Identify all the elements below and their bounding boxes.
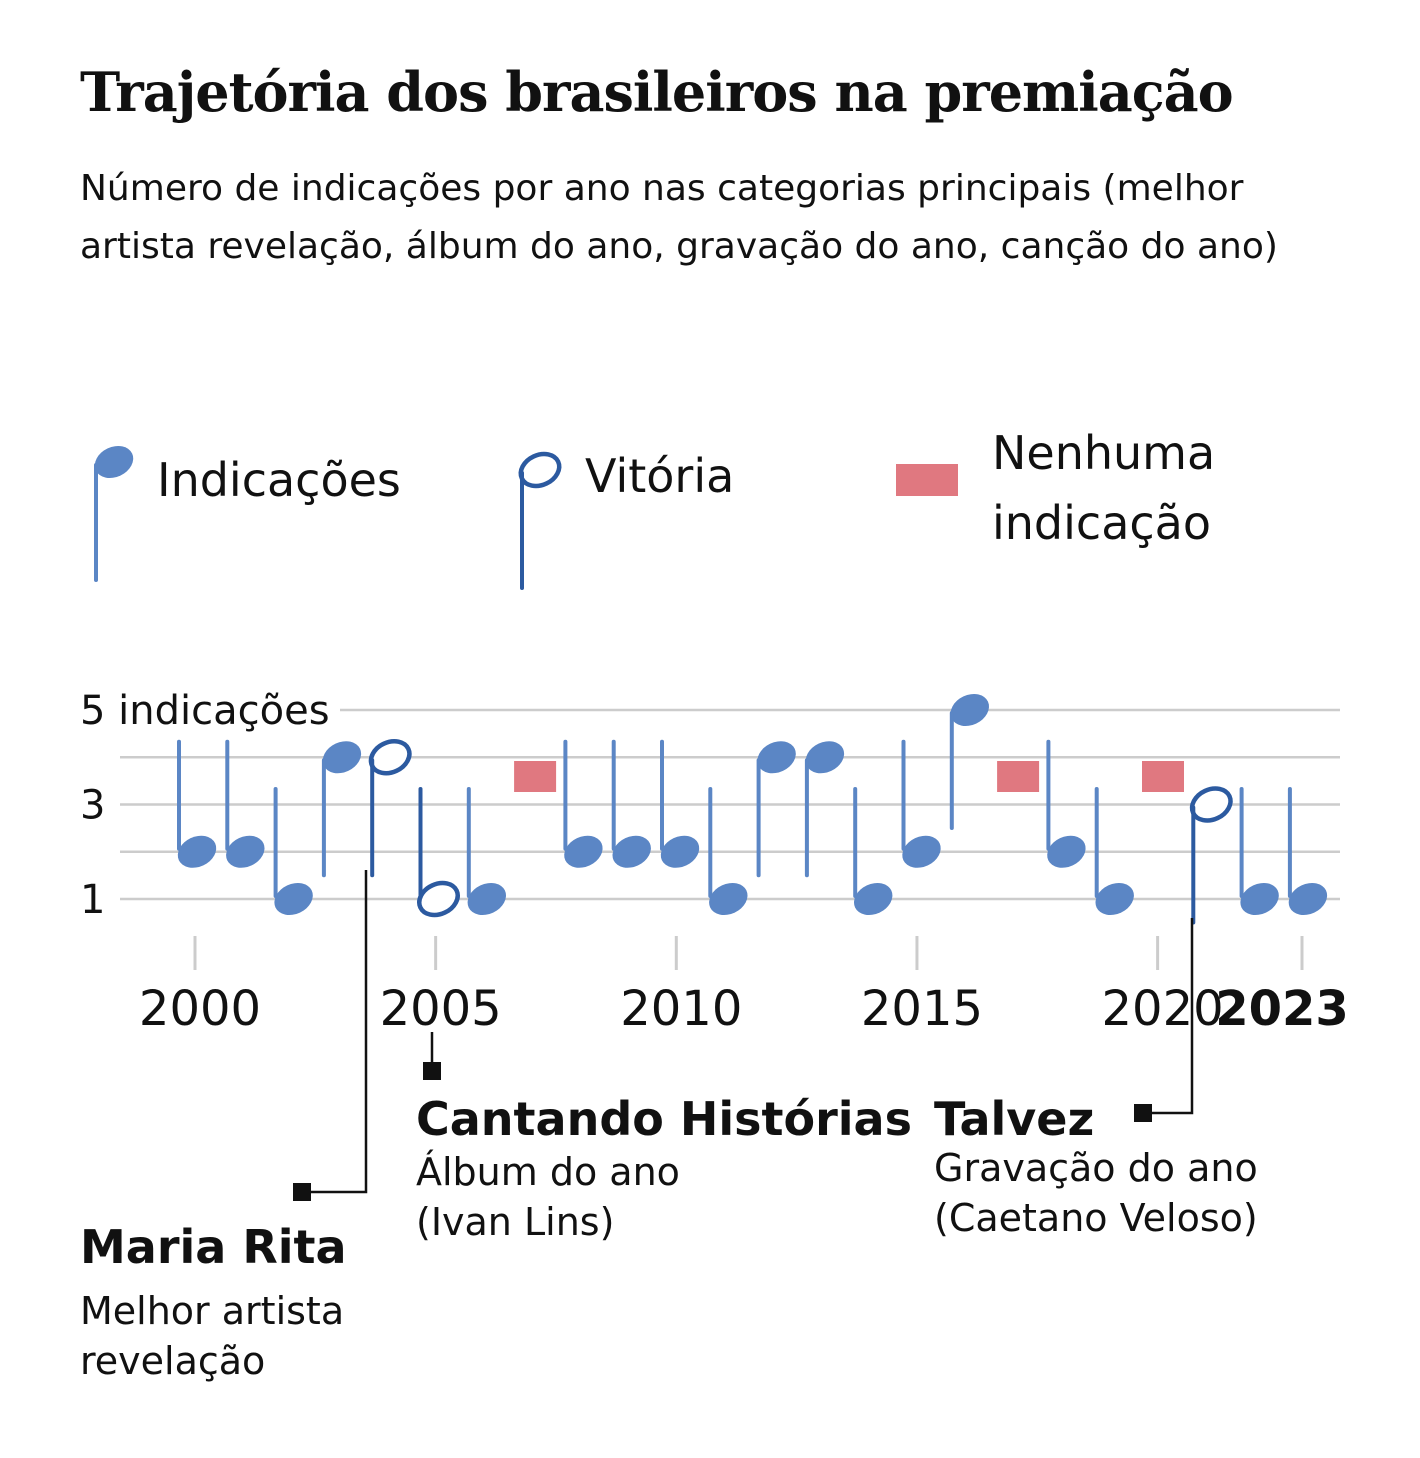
x-tick-label: 2005 <box>380 981 502 1037</box>
annotation-connector <box>1150 918 1194 1115</box>
note-head <box>274 882 313 916</box>
note-head <box>902 835 941 868</box>
nomination-note <box>1046 739 1086 868</box>
note-head <box>1240 882 1279 916</box>
annotation-maria-rita-title: Maria Rita <box>80 1220 347 1274</box>
note-head <box>757 741 796 774</box>
note-head <box>612 835 651 868</box>
note-head <box>1095 882 1134 916</box>
nomination-note <box>949 693 990 830</box>
no-nomination-mark <box>514 761 557 792</box>
x-tick-label: 2020 <box>1102 981 1224 1037</box>
note-head <box>950 693 990 727</box>
note-head <box>467 882 507 916</box>
victory-note <box>1189 786 1233 925</box>
note-head <box>226 835 265 868</box>
nomination-note <box>611 739 651 868</box>
nomination-note <box>756 741 796 878</box>
note-head <box>1047 835 1086 868</box>
nomination-note <box>466 787 507 916</box>
nomination-note <box>708 787 748 916</box>
annotation-cantando-historias-text: Álbum do ano (Ivan Lins) <box>416 1150 680 1244</box>
nomination-note <box>225 739 265 868</box>
legend-label-nominations: Indicações <box>157 453 401 507</box>
annotation-marker <box>293 1183 311 1201</box>
nomination-note <box>1287 787 1328 916</box>
nomination-note <box>273 787 313 916</box>
x-tick-label: 2010 <box>620 981 742 1037</box>
note-head <box>417 880 460 918</box>
note-head <box>322 741 362 774</box>
annotation-marker <box>1134 1104 1152 1122</box>
note-head <box>660 835 700 868</box>
note-head <box>94 445 134 479</box>
no-nomination-mark <box>997 761 1040 792</box>
annotation-talvez-title: Talvez <box>934 1092 1095 1146</box>
legend-no-nomination-swatch <box>896 464 958 496</box>
note-head <box>564 835 603 868</box>
x-tick-label: 2000 <box>139 981 261 1037</box>
legend-nomination-note-icon <box>94 445 134 582</box>
nomination-note <box>1239 787 1279 916</box>
annotation-marker <box>423 1062 441 1080</box>
y-tick-label: 5 indicações <box>80 688 330 734</box>
note-head <box>1288 882 1328 916</box>
annotation-connector <box>310 870 368 1194</box>
y-tick-label: 3 <box>80 783 105 829</box>
legend-label-none: Nenhuma indicação <box>992 426 1216 550</box>
note-head <box>853 882 893 916</box>
x-tick-label: 2023 <box>1215 981 1349 1037</box>
annotation-maria-rita-text: Melhor artista revelação <box>80 1289 345 1383</box>
nomination-note <box>901 739 941 868</box>
victory-note <box>368 738 412 878</box>
legend-label-victory: Vitória <box>585 449 735 503</box>
nomination-note <box>321 741 362 878</box>
victory-note <box>417 787 460 918</box>
x-tick-label: 2015 <box>861 981 983 1037</box>
nomination-note <box>1094 787 1134 916</box>
annotation-talvez-text: Gravação do ano (Caetano Veloso) <box>934 1146 1258 1240</box>
nomination-note <box>804 741 845 878</box>
legend-victory-note-icon <box>518 451 562 590</box>
nomination-note <box>660 739 700 868</box>
nomination-note <box>853 787 893 916</box>
nomination-note <box>177 739 217 868</box>
y-tick-label: 1 <box>80 877 105 923</box>
annotation-cantando-historias-title: Cantando Histórias <box>416 1092 912 1146</box>
nomination-note <box>563 739 603 868</box>
no-nomination-mark <box>1142 761 1184 792</box>
chart-title: Trajetória dos brasileiros na premiação <box>80 60 1234 124</box>
chart-subtitle: Número de indicações por ano nas categor… <box>80 168 1278 267</box>
note-head <box>177 835 217 868</box>
note-head <box>805 741 845 774</box>
note-head <box>709 882 748 916</box>
